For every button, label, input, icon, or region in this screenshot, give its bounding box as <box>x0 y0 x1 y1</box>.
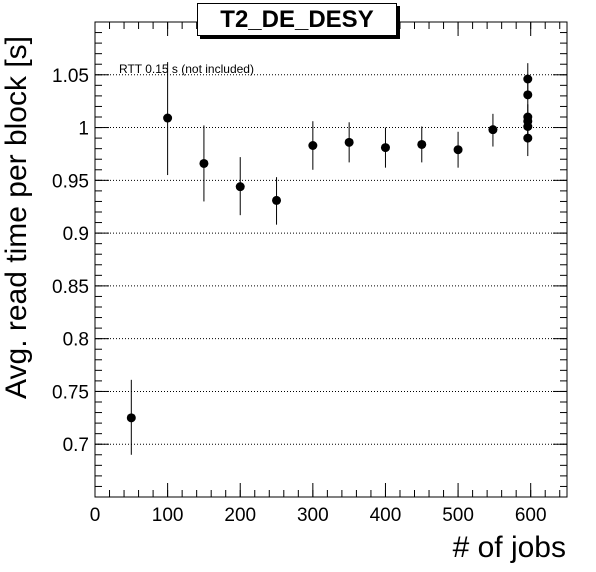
data-point <box>308 121 318 170</box>
y-tick-label: 0.85 <box>52 277 89 298</box>
x-tick-label: 100 <box>152 505 184 526</box>
marker <box>344 137 354 147</box>
marker <box>163 113 173 123</box>
data-point <box>453 131 463 168</box>
x-tick-label: 0 <box>90 505 101 526</box>
x-tick-labels: 0 100 200 300 400 500 600 <box>90 505 547 526</box>
y-tick-label: 0.75 <box>52 382 89 403</box>
x-tick-label: 500 <box>442 505 474 526</box>
chart-title: T2_DE_DESY <box>197 3 397 36</box>
marker <box>126 413 136 423</box>
marker <box>488 125 498 135</box>
marker <box>453 145 463 155</box>
data-point <box>344 122 354 163</box>
data-point <box>417 126 427 163</box>
y-tick-label: 1 <box>78 119 89 140</box>
marker <box>199 158 209 168</box>
grid-lines <box>95 74 567 445</box>
y-tick-labels: 0.7 0.75 0.8 0.85 0.9 0.95 1 1.05 <box>52 66 89 456</box>
data-point <box>199 125 209 202</box>
y-tick-label: 1.05 <box>52 66 89 87</box>
marker <box>523 133 533 143</box>
x-tick-label: 600 <box>515 505 547 526</box>
x-tick-label: 200 <box>224 505 256 526</box>
marker <box>308 141 318 150</box>
data-point <box>523 80 533 109</box>
y-tick-label: 0.8 <box>63 330 89 351</box>
annotation-text: RTT 0.15 s (not included) <box>119 62 254 76</box>
marker <box>523 74 533 84</box>
y-tick-label: 0.7 <box>63 435 89 456</box>
data-points <box>126 62 533 455</box>
data-point <box>272 177 282 225</box>
marker <box>380 143 390 153</box>
data-point <box>163 62 173 176</box>
data-point <box>488 113 498 147</box>
data-point <box>235 157 245 216</box>
axis-ticks <box>94 21 567 498</box>
marker <box>523 90 533 100</box>
data-point <box>523 121 533 157</box>
x-tick-label: 300 <box>297 505 329 526</box>
x-axis-label: # of jobs <box>453 531 566 564</box>
y-axis-label: Avg. read time per block [s] <box>0 36 33 399</box>
y-tick-label: 0.9 <box>63 224 89 245</box>
plot-frame <box>94 21 568 498</box>
data-point <box>126 379 136 455</box>
marker <box>235 182 245 192</box>
data-point <box>380 127 390 168</box>
x-tick-label: 400 <box>370 505 402 526</box>
y-tick-label: 0.95 <box>52 171 89 192</box>
marker <box>272 195 282 205</box>
marker <box>417 139 427 149</box>
